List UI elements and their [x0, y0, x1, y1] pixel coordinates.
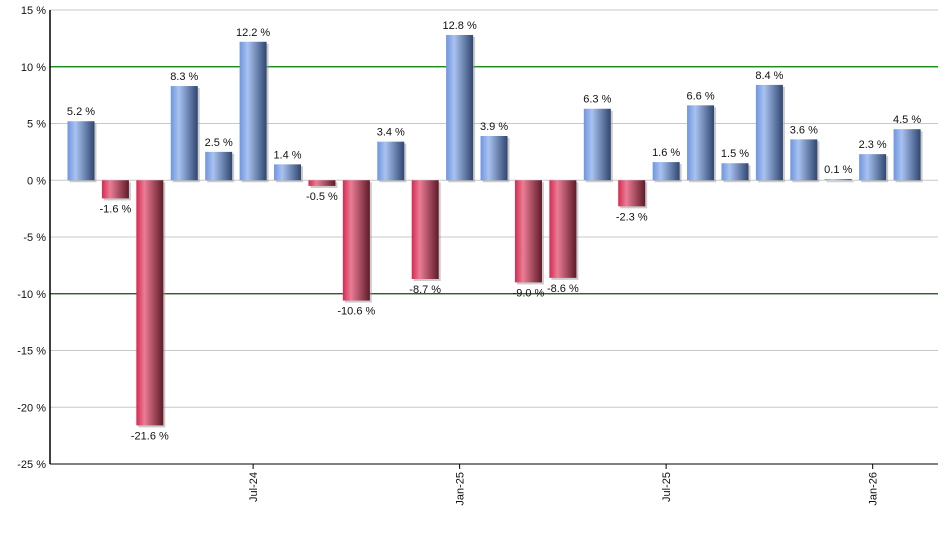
- y-tick-label: -20 %: [17, 402, 46, 414]
- bar: [239, 41, 267, 181]
- y-tick-label: -15 %: [17, 346, 46, 358]
- bar: [67, 121, 95, 181]
- bar: [136, 180, 164, 426]
- x-tick-label: Jul-24: [248, 472, 260, 502]
- data-label: -9.0 %: [513, 287, 545, 299]
- bar: [721, 163, 749, 181]
- axes: 15 % 10 % 5 % 0 % -5 % -10 % -15 % -20 % -25 % Ju…: [17, 5, 938, 506]
- bar: [308, 180, 336, 186]
- bar: [790, 139, 818, 181]
- bar: [514, 180, 542, 283]
- data-label: 3.9 %: [480, 121, 508, 133]
- bar: [652, 162, 680, 181]
- bar: [274, 164, 302, 181]
- data-label: 3.6 %: [790, 124, 818, 136]
- y-tick-label: 5 %: [27, 119, 46, 131]
- data-label: -0.5 %: [306, 191, 338, 203]
- bar: [893, 129, 921, 181]
- bar: [411, 180, 439, 279]
- bar: [377, 141, 405, 181]
- bar: [170, 86, 198, 181]
- data-label: 1.6 %: [652, 147, 680, 159]
- data-label: 3.4 %: [377, 127, 405, 139]
- x-tick-label: Jul-25: [661, 472, 673, 502]
- bar: [205, 151, 233, 181]
- data-label: -21.6 %: [131, 430, 169, 442]
- data-label: 2.5 %: [205, 137, 233, 149]
- bar-shadow: [826, 181, 854, 183]
- data-label: -8.7 %: [409, 284, 441, 296]
- data-label: 8.4 %: [755, 70, 783, 82]
- bar: [342, 180, 370, 301]
- bar: [618, 180, 646, 207]
- bar: [583, 108, 611, 181]
- y-tick-label: -10 %: [17, 289, 46, 301]
- bar: [755, 84, 783, 181]
- x-tick-label: Jan-25: [455, 472, 467, 506]
- data-label: 8.3 %: [170, 71, 198, 83]
- data-label: 1.5 %: [721, 148, 749, 160]
- data-labels: 5.2 % -1.6 % -21.6 % 8.3 % 2.5 % 12.2 % 1.4 % -…: [67, 20, 921, 442]
- y-tick-label: 0 %: [27, 175, 46, 187]
- bar: [480, 135, 508, 181]
- data-label: 0.1 %: [824, 164, 852, 176]
- x-tick-label: Jan-26: [868, 472, 880, 506]
- bar: [859, 154, 887, 181]
- bar: [101, 180, 129, 199]
- data-label: -10.6 %: [337, 306, 375, 318]
- bar: [824, 179, 852, 181]
- data-label: 6.6 %: [686, 90, 714, 102]
- bar: [446, 34, 474, 181]
- bar: [687, 105, 715, 181]
- y-tick-label: -5 %: [23, 232, 46, 244]
- data-label: 6.3 %: [583, 94, 611, 106]
- data-label: -1.6 %: [100, 203, 132, 215]
- bar: [549, 180, 577, 278]
- data-label: 12.8 %: [442, 20, 476, 32]
- data-label: 4.5 %: [893, 114, 921, 126]
- y-tick-label: 15 %: [21, 5, 46, 17]
- bars: [67, 34, 923, 428]
- data-label: 12.2 %: [236, 27, 270, 39]
- data-label: 5.2 %: [67, 106, 95, 118]
- data-label: -2.3 %: [616, 211, 648, 223]
- data-label: 1.4 %: [273, 149, 301, 161]
- data-label: 2.3 %: [859, 139, 887, 151]
- data-label: -8.6 %: [547, 283, 579, 295]
- y-tick-label: 10 %: [21, 62, 46, 74]
- y-tick-label: -25 %: [17, 459, 46, 471]
